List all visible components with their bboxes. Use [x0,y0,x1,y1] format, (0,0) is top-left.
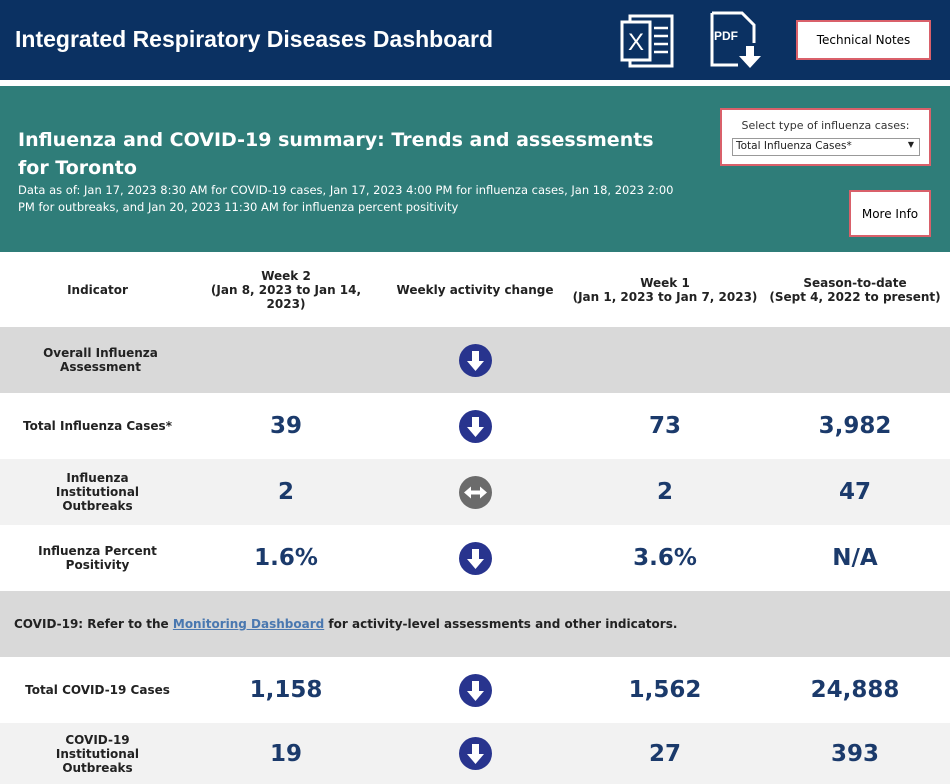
down-arrow-icon [459,737,492,770]
table-row: Overall Influenza Assessment [0,327,950,393]
indicator: Influenza Institutional Outbreaks [55,471,140,513]
summary-title: Influenza and COVID-19 summary: Trends a… [18,129,654,179]
season-value: 393 [830,740,879,767]
week1-value: 73 [648,413,681,439]
week1-value: 2 [656,479,673,505]
week2-value: 2 [277,479,294,505]
dropdown-arrow: ▼ [907,140,914,149]
indicator: Influenza Percent Positivity [38,544,157,572]
more-info-button[interactable]: More Info [849,190,931,237]
column-header: Indicator [0,252,195,327]
filter-label: Select type of influenza cases: [741,119,910,132]
header-range: (Jan 8, 2023 to Jan 14, 2023) [210,282,362,311]
season-value: 24,888 [810,677,900,703]
table-row: Total Influenza Cases* 39 73 3,982 [0,393,950,459]
week1-value: 1,562 [628,677,702,703]
header-range: (Jan 1, 2023 to Jan 7, 2023) [572,289,758,304]
header-title: Season-to-date [803,275,907,290]
filter-value: Total Influenza Cases* [736,140,852,152]
table-row: Influenza Institutional Outbreaks 2 2 47 [0,459,950,525]
down-arrow-icon [459,344,492,377]
header-title: Week 1 [640,275,690,290]
table-row: Influenza Percent Positivity 1.6% 3.6% N… [0,525,950,591]
header-title: Weekly activity change [396,282,554,297]
header-title: Indicator [67,282,128,297]
indicator: Total COVID-19 Cases [25,683,170,697]
filter-dropdown[interactable]: Total Influenza Cases* ▼ [732,138,920,156]
header-title: Week 2 [261,268,311,283]
season-value: 3,982 [818,413,892,439]
covid-note: COVID-19: Refer to the Monitoring Dashbo… [14,591,677,657]
excel-icon[interactable]: X [620,12,676,68]
dashboard-title: Integrated Respiratory Diseases Dashboar… [15,26,494,52]
summary-panel: Influenza and COVID-19 summary: Trends a… [0,86,950,252]
header-bar: Integrated Respiratory Diseases Dashboar… [0,0,950,80]
technical-notes-button[interactable]: Technical Notes [796,20,931,60]
table-row: Total COVID-19 Cases 1,158 1,562 24,888 [0,657,950,723]
table-row: COVID-19: Refer to the Monitoring Dashbo… [0,591,950,657]
indicator: COVID-19 Institutional Outbreaks [55,732,140,775]
steady-arrow-icon [459,476,492,509]
table-row: COVID-19 Institutional Outbreaks 19 27 3… [0,723,950,784]
down-arrow-icon [459,410,492,443]
down-arrow-icon [459,674,492,707]
column-header: Weekly activity change [390,252,560,327]
svg-text:X: X [628,29,644,56]
season-value: N/A [832,545,878,571]
column-header: Week 2 (Jan 8, 2023 to Jan 14, 2023) [205,252,367,327]
week2-value: 39 [269,413,302,439]
svg-text:PDF: PDF [714,29,738,43]
note-text: for activity-level assessments and other… [328,617,678,631]
week1-value: 27 [648,740,681,767]
pdf-icon[interactable]: PDF [706,10,766,70]
indicator: Overall Influenza Assessment [43,346,158,374]
note-text: COVID-19: Refer to the [14,617,169,631]
column-header: Week 1 (Jan 1, 2023 to Jan 7, 2023) [570,252,760,327]
header-range: (Sept 4, 2022 to present) [769,289,941,304]
column-header: Season-to-date (Sept 4, 2022 to present) [760,252,950,327]
down-arrow-icon [459,542,492,575]
week1-value: 3.6% [633,545,697,571]
indicator: Total Influenza Cases* [23,419,172,433]
filter-box: Select type of influenza cases: Total In… [720,108,931,166]
monitoring-dashboard-link[interactable]: Monitoring Dashboard [172,617,325,631]
week2-value: 1,158 [249,677,323,703]
season-value: 47 [838,479,871,505]
summary-subtitle: Data as of: Jan 17, 2023 8:30 AM for COV… [18,183,674,214]
week2-value: 19 [269,740,302,767]
week2-value: 1.6% [254,545,318,571]
